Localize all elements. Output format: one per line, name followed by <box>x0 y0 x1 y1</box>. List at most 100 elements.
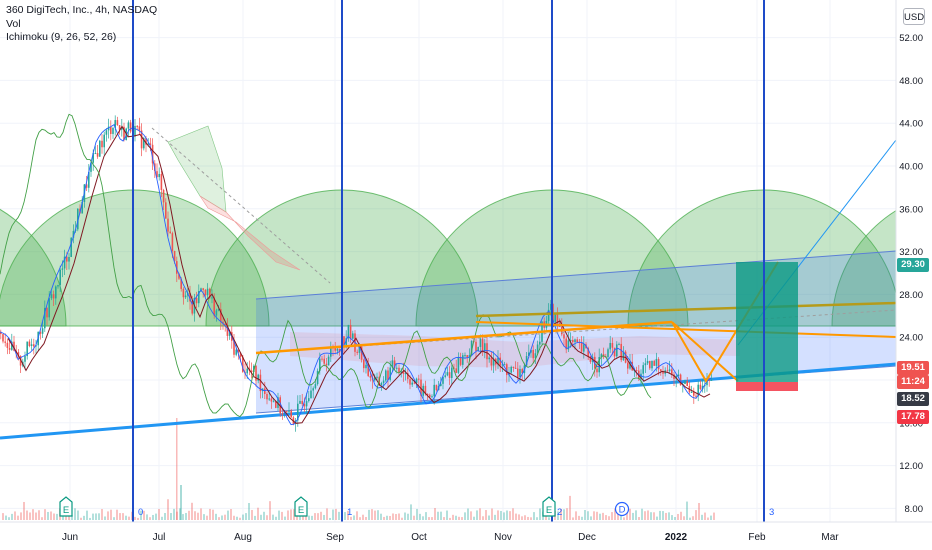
volume-bar <box>467 508 469 520</box>
candle-body <box>387 370 389 380</box>
candle-body <box>158 173 160 178</box>
candle-body <box>646 361 649 364</box>
candle-body <box>4 341 6 343</box>
candle-body <box>46 308 48 318</box>
volume-bar <box>623 517 625 520</box>
candle-body <box>138 126 141 131</box>
volume-bar <box>434 508 436 520</box>
volume-bar <box>89 517 91 520</box>
volume-bar <box>575 511 577 520</box>
volume-bar <box>101 509 103 520</box>
candle-body <box>233 340 235 355</box>
volume-bar <box>293 509 295 520</box>
volume-bar <box>143 510 145 520</box>
earnings-marker-label: E <box>546 505 552 516</box>
candle-body <box>389 367 391 380</box>
candle-body <box>642 365 644 374</box>
volume-bar <box>35 512 37 520</box>
candle-body <box>264 388 266 394</box>
candle-body <box>204 289 207 296</box>
candle-body <box>385 370 387 381</box>
volume-bar <box>41 517 43 520</box>
candle-body <box>129 122 132 132</box>
candle-body <box>59 269 61 285</box>
candle-body <box>215 310 218 316</box>
volume-bar <box>659 510 661 520</box>
volume-bar <box>437 511 439 520</box>
candle-body <box>189 292 191 302</box>
earnings-marker-icon <box>59 496 73 517</box>
volume-bar <box>692 516 694 520</box>
candle-body <box>66 256 68 262</box>
candle-body <box>290 410 292 418</box>
ichimoku-cloud-red <box>199 195 301 271</box>
candle-body <box>629 361 631 369</box>
candle-body <box>519 368 521 377</box>
volume-bar <box>527 516 529 520</box>
ichimoku-indicator-label[interactable]: Ichimoku (9, 26, 52, 26) <box>6 31 117 43</box>
candle-body <box>400 371 402 373</box>
candle-body <box>556 313 559 324</box>
candle-body <box>321 358 323 360</box>
candle-body <box>250 370 253 373</box>
candle-body <box>490 357 493 366</box>
candle-body <box>30 344 33 346</box>
candle-body <box>569 340 572 342</box>
currency-button[interactable]: USD <box>903 8 925 25</box>
volume-bar <box>698 502 700 520</box>
volume-bar <box>92 513 94 520</box>
candle-body <box>312 388 314 391</box>
volume-indicator-label[interactable]: Vol <box>6 17 21 30</box>
candle-body <box>486 343 488 360</box>
last-price-tag: 19.51 <box>897 361 929 375</box>
candle-body <box>466 355 468 358</box>
volume-bar <box>47 511 49 520</box>
volume-bar <box>446 510 448 520</box>
earnings-marker-label: E <box>63 505 69 516</box>
candle-body <box>651 360 653 369</box>
volume-bar <box>182 514 184 520</box>
volume-bar <box>317 513 319 520</box>
price-tick-label: 24.00 <box>899 333 923 344</box>
candle-body <box>17 352 20 357</box>
volume-bar <box>362 514 364 520</box>
volume-bar <box>416 508 418 520</box>
candle-body <box>352 333 354 339</box>
candle-body <box>70 237 72 258</box>
volume-bar <box>410 504 412 520</box>
candle-body <box>622 351 625 361</box>
volume-bar <box>26 510 28 520</box>
candle-body <box>488 357 490 360</box>
candle-body <box>24 356 26 362</box>
candle-body <box>195 297 198 304</box>
volume-bar <box>461 517 463 520</box>
long-position-target-zone <box>736 262 798 382</box>
candle-body <box>63 256 66 269</box>
volume-bar <box>593 511 595 520</box>
candle-body <box>567 340 570 350</box>
candle-body <box>275 401 277 408</box>
candle-body <box>123 126 125 141</box>
candle-body <box>136 125 138 127</box>
grid-layer <box>0 0 896 522</box>
entry-price-value: 18.52 <box>901 393 925 404</box>
candle-body <box>114 120 116 128</box>
volume-bar <box>218 517 220 520</box>
volume-bar <box>569 495 571 520</box>
volume-bar <box>224 514 226 520</box>
volume-bar <box>344 512 346 520</box>
symbol-title[interactable]: 360 DigiTech, Inc., 4h, NASDAQ <box>6 4 158 16</box>
candle-body <box>411 382 413 385</box>
time-tick-label: Oct <box>411 532 427 543</box>
volume-bar <box>23 501 25 520</box>
candle-body <box>442 376 444 384</box>
candle-body <box>81 202 83 214</box>
candle-body <box>596 368 598 373</box>
candle-body <box>237 349 240 353</box>
volume-bar <box>680 511 682 520</box>
candle-body <box>228 332 231 336</box>
candle-body <box>503 364 506 366</box>
candle-body <box>563 334 565 339</box>
